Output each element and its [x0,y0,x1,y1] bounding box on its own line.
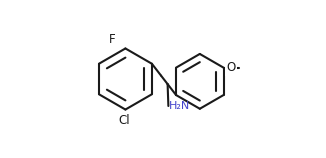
Text: F: F [109,33,115,46]
Text: H₂N: H₂N [169,101,190,111]
Text: O: O [227,61,236,74]
Text: Cl: Cl [119,114,130,127]
